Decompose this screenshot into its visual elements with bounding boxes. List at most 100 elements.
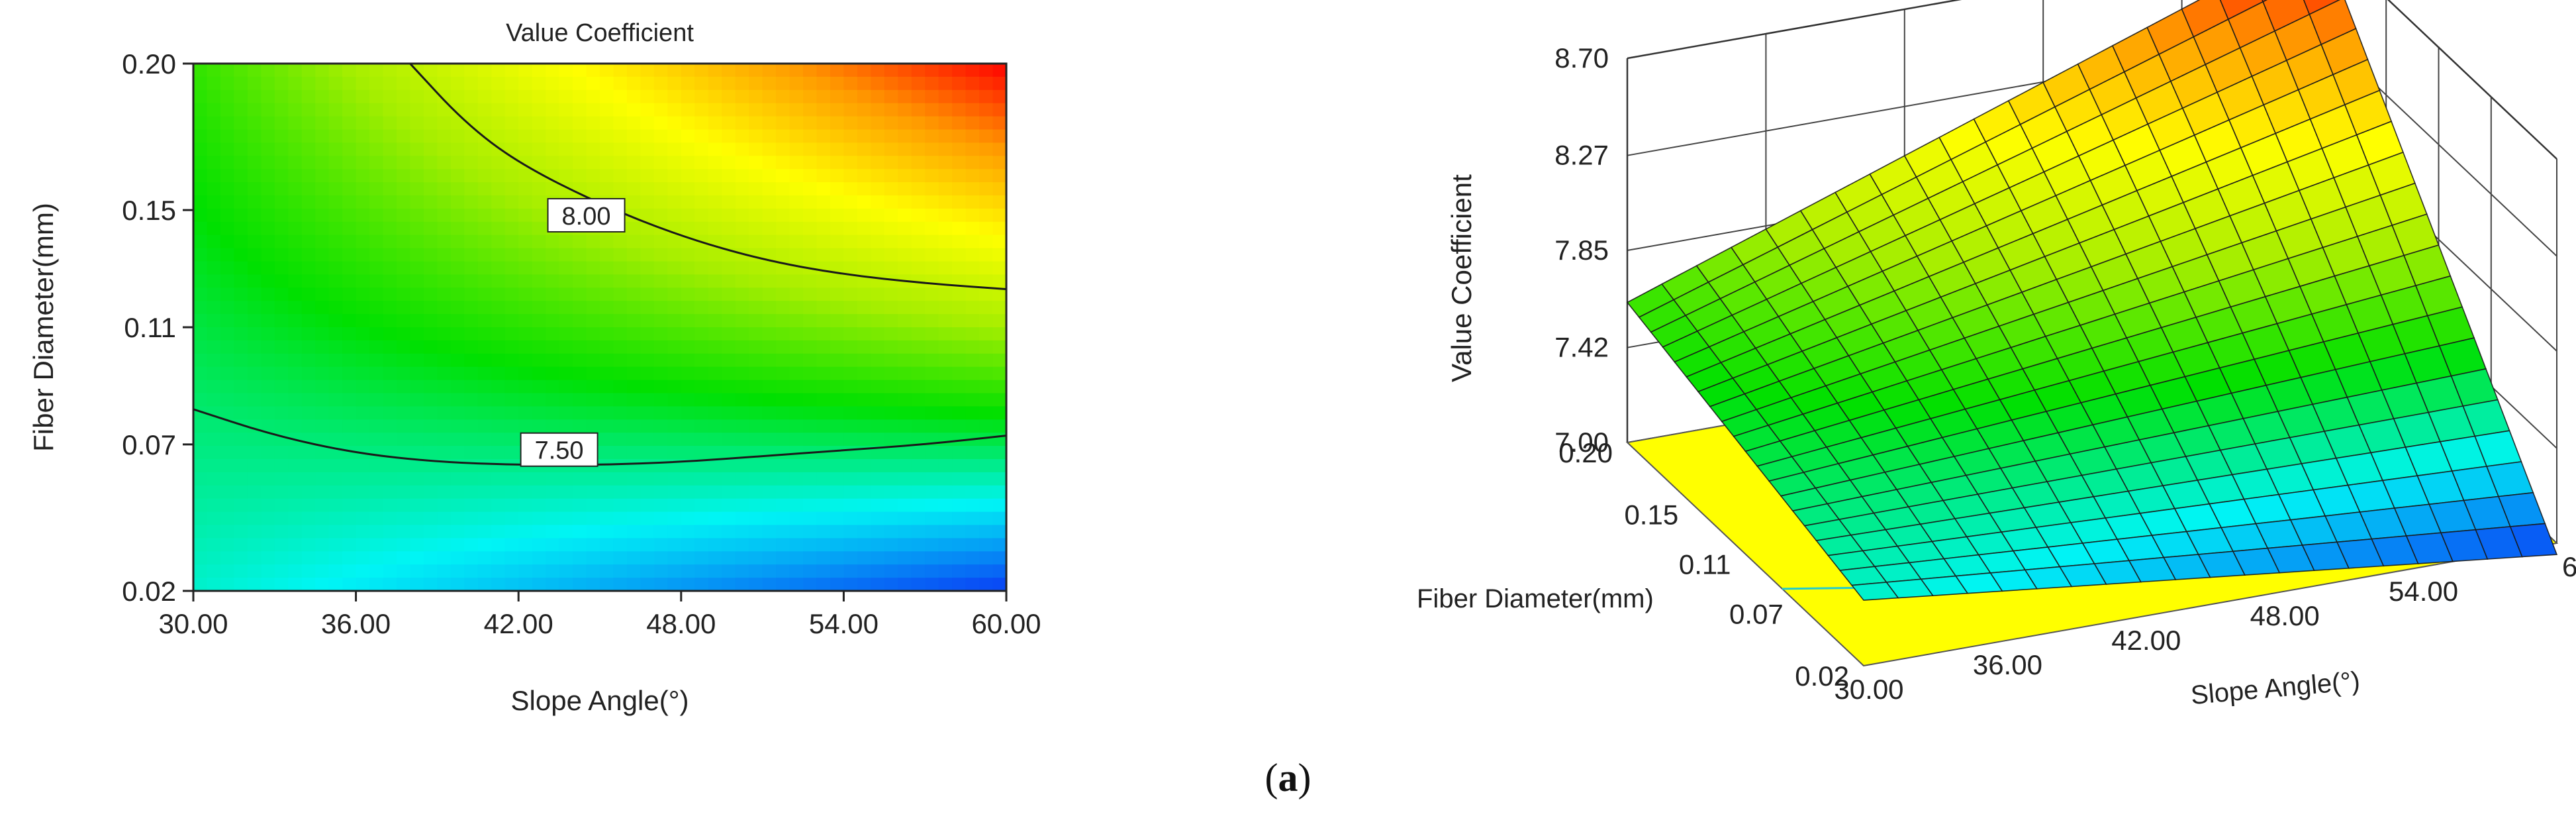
heat-cell: [694, 103, 709, 117]
heat-cell: [247, 433, 262, 446]
heat-cell: [708, 221, 722, 236]
heat-cell: [925, 103, 939, 117]
heat-cell: [626, 380, 641, 394]
heat-cell: [830, 419, 844, 433]
heat-cell: [193, 485, 208, 499]
heat-cell: [234, 89, 248, 104]
heat-cell: [681, 393, 695, 407]
heat-cell: [653, 433, 668, 446]
heat-cell: [369, 498, 384, 513]
heat-cell: [274, 142, 289, 156]
heat-cell: [925, 578, 939, 591]
heat-cell: [613, 116, 628, 130]
heat-cell: [789, 301, 804, 315]
heat-cell: [857, 353, 871, 368]
heat-cell: [315, 327, 330, 341]
heat-cell: [504, 208, 519, 223]
heat-cell: [193, 419, 208, 433]
heat-cell: [952, 366, 967, 381]
heat-cell: [667, 446, 682, 460]
heat-cell: [301, 525, 316, 539]
heat-cell: [220, 327, 234, 341]
heat-cell: [234, 261, 248, 275]
heat-cell: [898, 221, 912, 236]
heat-cell: [274, 182, 289, 196]
heat-cell: [640, 314, 655, 328]
heat-cell: [450, 156, 465, 170]
heat-cell: [207, 287, 221, 301]
heat-cell: [952, 353, 967, 368]
heat-cell: [586, 248, 600, 262]
heat-cell: [762, 314, 777, 328]
heat-cell: [546, 340, 560, 354]
heat-cell: [464, 64, 479, 78]
heat-cell: [261, 380, 275, 394]
heat-cell: [356, 261, 370, 275]
heat-cell: [789, 551, 804, 565]
heat-cell: [965, 538, 980, 552]
heat-cell: [762, 287, 777, 301]
heat-cell: [397, 511, 411, 526]
heat-cell: [234, 446, 248, 460]
heat-cell: [708, 103, 722, 117]
heat-cell: [301, 511, 316, 526]
heat-cell: [911, 564, 926, 578]
heat-cell: [722, 195, 736, 209]
heat-cell: [925, 353, 939, 368]
heat-cell: [397, 314, 411, 328]
heat-cell: [640, 446, 655, 460]
heat-cell: [992, 142, 1006, 156]
heat-cell: [491, 156, 506, 170]
heat-cell: [708, 380, 722, 394]
heat-cell: [288, 406, 303, 420]
heat-cell: [898, 472, 912, 486]
heat-cell: [911, 103, 926, 117]
heat-cell: [965, 498, 980, 513]
heat-cell: [464, 116, 479, 130]
heat-cell: [234, 353, 248, 368]
heat-cell: [247, 248, 262, 262]
heat-cell: [328, 578, 343, 591]
heat-cell: [857, 116, 871, 130]
heat-cell: [749, 248, 763, 262]
heat-cell: [356, 327, 370, 341]
heat-cell: [383, 129, 397, 143]
heat-cell: [247, 208, 262, 223]
heat-cell: [735, 182, 749, 196]
heat-cell: [261, 64, 275, 78]
heat-cell: [477, 551, 492, 565]
heat-cell: [573, 419, 587, 433]
heat-cell: [315, 248, 330, 262]
heat-cell: [546, 89, 560, 104]
heat-cell: [315, 551, 330, 565]
heat-cell: [301, 76, 316, 91]
heat-cell: [423, 301, 438, 315]
heat-cell: [518, 525, 533, 539]
heat-cell: [450, 433, 465, 446]
heat-cell: [410, 195, 424, 209]
heat-cell: [694, 564, 709, 578]
heat-cell: [708, 129, 722, 143]
heat-cell: [992, 366, 1006, 381]
heat-cell: [708, 248, 722, 262]
heat-cell: [952, 287, 967, 301]
heat-cell: [681, 76, 695, 91]
heat-cell: [328, 538, 343, 552]
heat-cell: [423, 274, 438, 288]
heat-cell: [681, 525, 695, 539]
heat-cell: [477, 538, 492, 552]
heat-cell: [965, 142, 980, 156]
heat-cell: [816, 419, 831, 433]
heat-cell: [573, 301, 587, 315]
heat-cell: [803, 353, 818, 368]
heat-cell: [573, 551, 587, 565]
heat-cell: [911, 195, 926, 209]
heat-cell: [803, 433, 818, 446]
heat-cell: [247, 551, 262, 565]
heat-cell: [992, 235, 1006, 249]
heat-cell: [247, 446, 262, 460]
heat-cell: [193, 551, 208, 565]
heat-cell: [749, 538, 763, 552]
heat-cell: [776, 485, 790, 499]
heat-cell: [925, 419, 939, 433]
